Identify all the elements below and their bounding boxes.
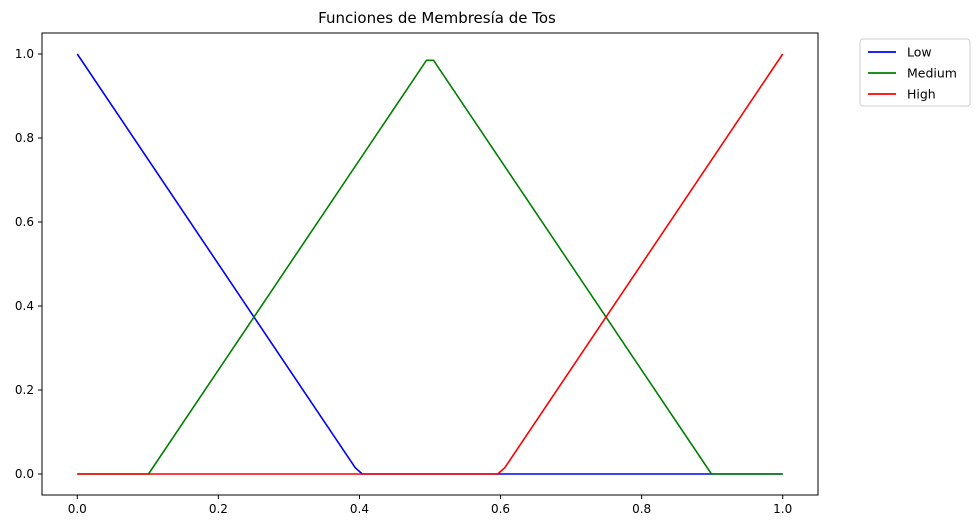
series-line-low	[76, 53, 783, 475]
plot-area: 0.0 0.2 0.4 0.6 0.8 1.0 0.0 0.2 0.4 0.6 0.8 1.0	[15, 32, 819, 516]
axes-frame	[41, 32, 819, 496]
y-tick-label: 0.2	[15, 383, 34, 397]
x-tick-label: 0.4	[350, 502, 369, 516]
series-layer	[76, 53, 784, 475]
x-axis: 0.0 0.2 0.4 0.6 0.8 1.0	[68, 495, 792, 516]
x-tick-label: 0.8	[632, 502, 651, 516]
legend: Low Medium High	[859, 38, 971, 107]
x-tick-label: 0.2	[209, 502, 228, 516]
y-tick-label: 0.0	[15, 467, 34, 481]
legend-box	[859, 38, 971, 107]
series-line-high	[77, 53, 784, 475]
legend-label-low: Low	[907, 45, 932, 60]
y-axis: 0.0 0.2 0.4 0.6 0.8 1.0	[15, 47, 42, 481]
chart-title: Funciones de Membresía de Tos	[318, 9, 556, 27]
x-tick-label: 0.6	[491, 502, 510, 516]
legend-label-high: High	[907, 87, 936, 102]
x-tick-label: 1.0	[773, 502, 792, 516]
y-tick-label: 0.8	[15, 131, 34, 145]
x-tick-label: 0.0	[68, 502, 87, 516]
y-tick-label: 1.0	[15, 47, 34, 61]
y-tick-label: 0.4	[15, 299, 34, 313]
legend-label-medium: Medium	[907, 66, 957, 81]
y-tick-label: 0.6	[15, 215, 34, 229]
